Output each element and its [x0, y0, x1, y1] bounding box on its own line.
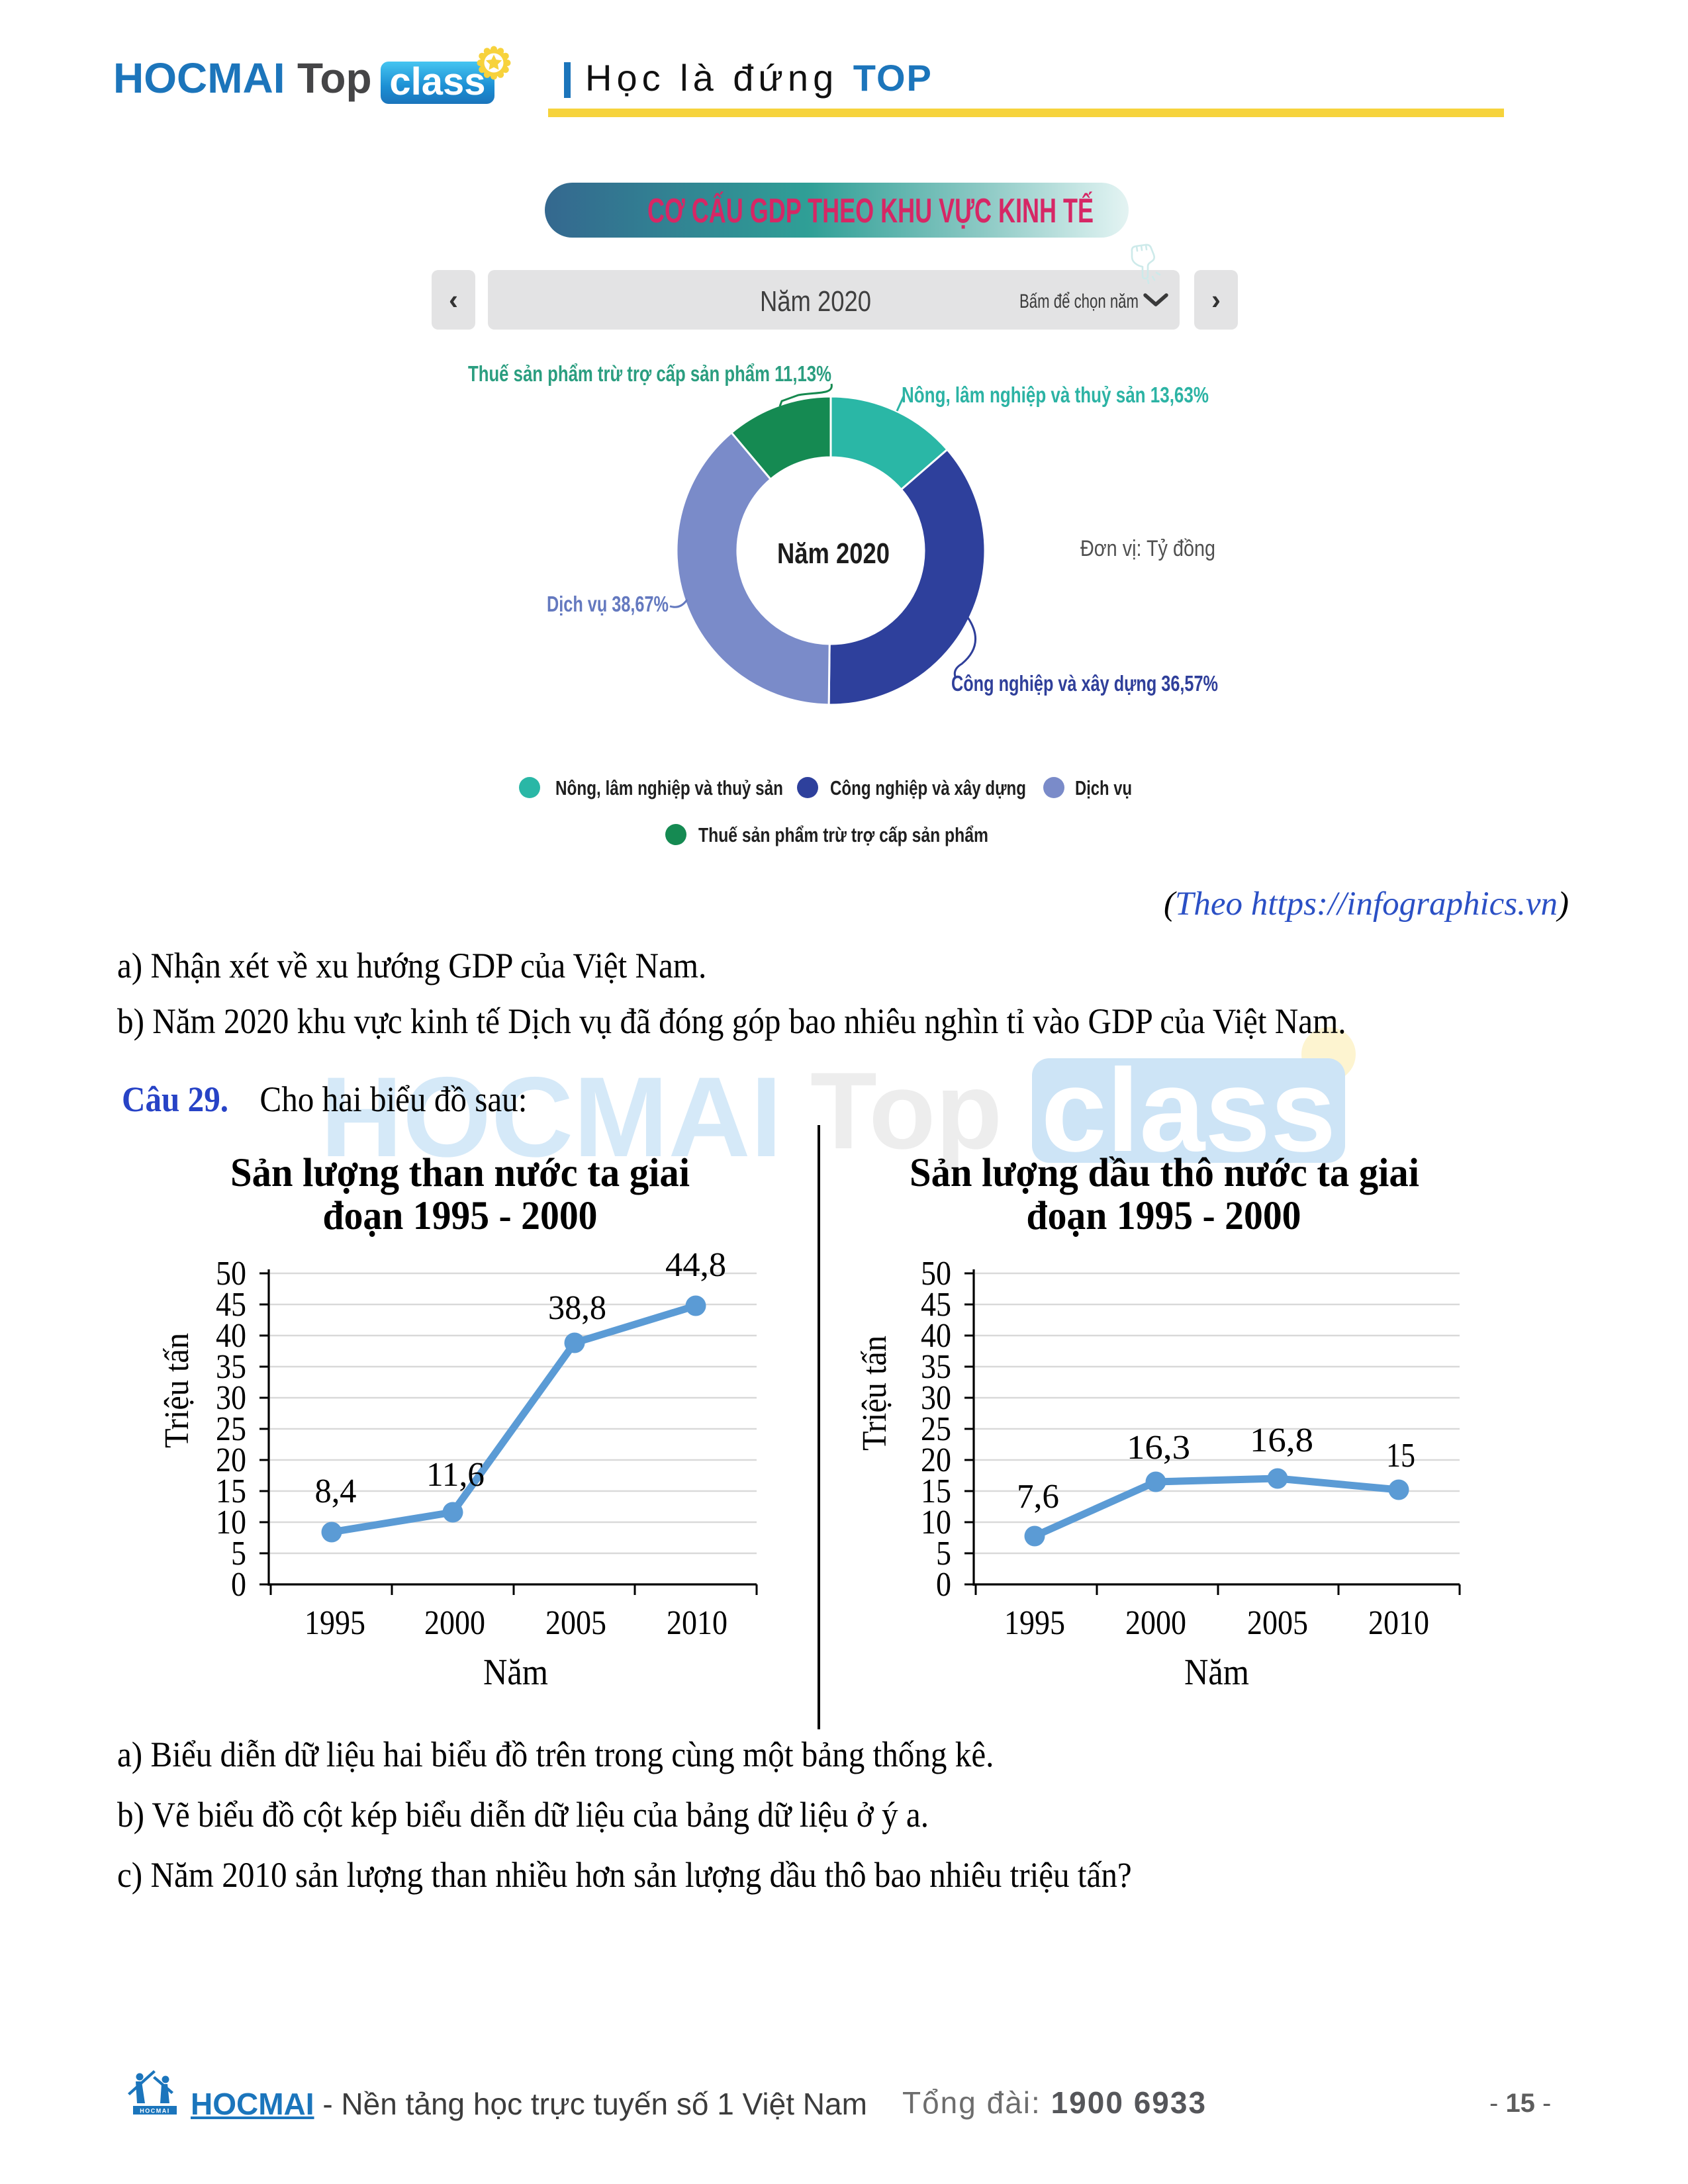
svg-text:Công nghiệp và xây dựng: Công nghiệp và xây dựng [830, 776, 1026, 799]
svg-text:Triệu tấn: Triệu tấn [158, 1333, 196, 1448]
svg-text:Nông, lâm nghiệp và thuỷ sản: Nông, lâm nghiệp và thuỷ sản [555, 776, 783, 799]
svg-text:50: 50 [921, 1255, 951, 1293]
svg-text:Thuế sản phẩm trừ trợ cấp sản: Thuế sản phẩm trừ trợ cấp sản phẩm 11,13… [468, 361, 831, 386]
svg-text:10: 10 [921, 1504, 951, 1541]
svg-text:40: 40 [216, 1317, 246, 1355]
svg-text:2010: 2010 [667, 1604, 727, 1642]
svg-text:5: 5 [936, 1535, 951, 1572]
svg-text:Triệu tấn: Triệu tấn [856, 1336, 894, 1451]
svg-text:5: 5 [231, 1535, 246, 1572]
svg-text:2005: 2005 [1247, 1604, 1308, 1642]
svg-text:38,8: 38,8 [548, 1289, 606, 1327]
svg-text:Năm: Năm [1184, 1652, 1249, 1693]
svg-text:Năm: Năm [483, 1652, 548, 1693]
svg-text:Năm 2020: Năm 2020 [760, 285, 871, 318]
svg-text:CƠ CẤU GDP THEO KHU VỰC KINH T: CƠ CẤU GDP THEO KHU VỰC KINH TẾ [647, 191, 1094, 230]
svg-text:50: 50 [216, 1255, 246, 1293]
svg-text:Thuế sản phẩm trừ trợ cấp sản: Thuế sản phẩm trừ trợ cấp sản phẩm [698, 823, 988, 846]
svg-text:đoạn 1995 - 2000: đoạn 1995 - 2000 [1027, 1194, 1301, 1238]
svg-text:Nông, lâm nghiệp và thuỷ sản 1: Nông, lâm nghiệp và thuỷ sản 13,63% [902, 383, 1209, 407]
svg-text:2000: 2000 [424, 1604, 485, 1642]
svg-text:Năm 2020: Năm 2020 [777, 537, 890, 570]
svg-text:8,4: 8,4 [315, 1473, 357, 1510]
svg-text:30: 30 [216, 1379, 246, 1417]
svg-text:35: 35 [921, 1348, 951, 1386]
svg-text:0: 0 [231, 1566, 246, 1604]
svg-text:25: 25 [216, 1410, 246, 1448]
svg-text:2000: 2000 [1125, 1604, 1186, 1642]
svg-text:Bấm để chọn năm: Bấm để chọn năm [1019, 291, 1139, 312]
svg-text:15: 15 [1386, 1437, 1415, 1475]
svg-text:10: 10 [216, 1504, 246, 1541]
svg-text:1995: 1995 [305, 1604, 365, 1642]
svg-text:40: 40 [921, 1317, 951, 1355]
svg-text:đoạn 1995 - 2000: đoạn 1995 - 2000 [323, 1194, 598, 1238]
svg-text:7,6: 7,6 [1017, 1478, 1059, 1516]
svg-text:11,6: 11,6 [426, 1456, 485, 1494]
svg-text:35: 35 [216, 1348, 246, 1386]
svg-text:Dịch vụ: Dịch vụ [1075, 776, 1132, 799]
svg-text:1995: 1995 [1004, 1604, 1065, 1642]
svg-text:HOCMAI: HOCMAI [140, 2108, 170, 2115]
svg-text:30: 30 [921, 1379, 951, 1417]
svg-text:45: 45 [921, 1286, 951, 1324]
svg-text:Công nghiệp và xây dựng 36,57%: Công nghiệp và xây dựng 36,57% [951, 671, 1218, 696]
svg-text:2010: 2010 [1368, 1604, 1429, 1642]
svg-text:20: 20 [921, 1441, 951, 1479]
svg-text:Sản lượng dầu thô nước ta giai: Sản lượng dầu thô nước ta giai [910, 1151, 1419, 1195]
svg-text:45: 45 [216, 1286, 246, 1324]
svg-text:0: 0 [936, 1566, 951, 1604]
svg-text:15: 15 [216, 1473, 246, 1510]
svg-text:Sản lượng than nước ta giai: Sản lượng than nước ta giai [230, 1151, 690, 1195]
svg-text:15: 15 [921, 1473, 951, 1510]
svg-text:20: 20 [216, 1441, 246, 1479]
svg-text:2005: 2005 [545, 1604, 606, 1642]
svg-text:Đơn vị: Tỷ đồng: Đơn vị: Tỷ đồng [1080, 536, 1215, 561]
svg-text:16,3: 16,3 [1127, 1429, 1190, 1467]
svg-text:44,8: 44,8 [665, 1246, 726, 1284]
svg-text:Dịch vụ 38,67%: Dịch vụ 38,67% [547, 592, 669, 616]
svg-text:25: 25 [921, 1410, 951, 1448]
svg-text:16,8: 16,8 [1250, 1422, 1313, 1459]
